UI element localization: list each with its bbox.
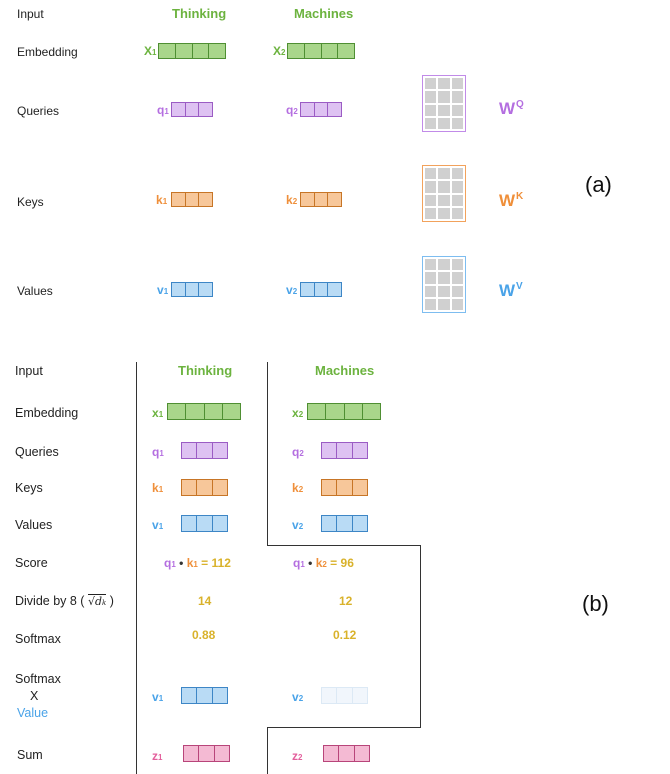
divide-1-value: 14 bbox=[198, 594, 212, 608]
b-x2-vector bbox=[307, 403, 381, 420]
divider-middle-top bbox=[267, 362, 268, 545]
divider-top-horizontal bbox=[267, 545, 421, 546]
q2-vector bbox=[300, 102, 342, 117]
panel-a-label: (a) bbox=[585, 172, 612, 197]
word-thinking: Thinking bbox=[172, 6, 227, 21]
row-label-input: Input bbox=[17, 7, 44, 21]
x1-vector bbox=[158, 43, 226, 59]
b-row-label-x: X bbox=[30, 689, 39, 703]
b-row-label-sum: Sum bbox=[17, 748, 43, 762]
row-label-keys: Keys bbox=[17, 195, 44, 209]
b-row-label-values: Values bbox=[15, 518, 53, 532]
b-q1-vector bbox=[181, 442, 228, 459]
wv-label: WV bbox=[499, 281, 523, 300]
b-weighted-v2-vector bbox=[321, 687, 368, 704]
k1-symbol: k1 bbox=[156, 193, 168, 207]
b-q1-symbol: q1 bbox=[152, 445, 164, 459]
wq-label: WQ bbox=[499, 99, 524, 118]
b-x1-symbol: x1 bbox=[152, 406, 164, 420]
b-weighted-v1-symbol: v1 bbox=[152, 690, 164, 704]
wk-label: WK bbox=[499, 191, 524, 210]
divide-2-value: 12 bbox=[339, 594, 353, 608]
b-k1-symbol: k1 bbox=[152, 481, 164, 495]
b-k2-symbol: k2 bbox=[292, 481, 304, 495]
wv-matrix bbox=[422, 256, 466, 313]
b-v1-symbol: v1 bbox=[152, 518, 164, 532]
z2-symbol: z2 bbox=[292, 749, 303, 763]
x2-symbol: X2 bbox=[273, 44, 286, 58]
divider-right bbox=[420, 545, 421, 728]
b-weighted-v2-symbol: v2 bbox=[292, 690, 304, 704]
q1-vector bbox=[171, 102, 213, 117]
x1-symbol: X1 bbox=[144, 44, 157, 58]
b-k1-vector bbox=[181, 479, 228, 496]
wk-matrix bbox=[422, 165, 466, 222]
x2-vector bbox=[287, 43, 355, 59]
divider-middle-bottom bbox=[267, 727, 268, 774]
b-v2-vector bbox=[321, 515, 368, 532]
b-row-label-softmax: Softmax bbox=[15, 632, 61, 646]
b-q2-vector bbox=[321, 442, 368, 459]
wq-matrix bbox=[422, 75, 466, 132]
b-word-thinking: Thinking bbox=[178, 363, 233, 378]
v1-vector bbox=[171, 282, 213, 297]
score-2-value: 96 bbox=[340, 556, 354, 570]
b-row-label-score: Score bbox=[15, 556, 48, 570]
b-row-label-divide: Divide by 8 ( √dk ) bbox=[15, 594, 114, 608]
b-word-machines: Machines bbox=[315, 363, 375, 378]
word-machines: Machines bbox=[294, 6, 354, 21]
k1-vector bbox=[171, 192, 213, 207]
b-v2-symbol: v2 bbox=[292, 518, 304, 532]
row-label-embedding: Embedding bbox=[17, 45, 78, 59]
panel-b-label: (b) bbox=[582, 591, 609, 616]
softmax-2-value: 0.12 bbox=[333, 628, 357, 642]
score-1-value: 112 bbox=[211, 556, 231, 570]
z2-vector bbox=[323, 745, 370, 762]
divider-left bbox=[136, 362, 137, 774]
divider-bottom-horizontal bbox=[267, 727, 421, 728]
b-x2-symbol: x2 bbox=[292, 406, 304, 420]
v1-symbol: v1 bbox=[157, 283, 169, 297]
z1-vector bbox=[183, 745, 230, 762]
b-row-label-embedding: Embedding bbox=[15, 406, 79, 420]
sqrt-dk: √dk bbox=[87, 594, 107, 608]
b-row-label-softmax-x: Softmax bbox=[15, 672, 61, 686]
b-row-label-value: Value bbox=[17, 706, 49, 720]
z1-symbol: z1 bbox=[152, 749, 163, 763]
score-1-expression: q1 • k1 = 112 bbox=[164, 556, 231, 570]
b-row-label-input: Input bbox=[15, 364, 43, 378]
b-row-label-queries: Queries bbox=[15, 445, 59, 459]
q1-symbol: q1 bbox=[157, 103, 169, 117]
q2-symbol: q2 bbox=[286, 103, 298, 117]
k2-symbol: k2 bbox=[286, 193, 298, 207]
v2-symbol: v2 bbox=[286, 283, 298, 297]
b-weighted-v1-vector bbox=[181, 687, 228, 704]
b-v1-vector bbox=[181, 515, 228, 532]
v2-vector bbox=[300, 282, 342, 297]
softmax-1-value: 0.88 bbox=[192, 628, 216, 642]
b-q2-symbol: q2 bbox=[292, 445, 304, 459]
row-label-values: Values bbox=[17, 284, 53, 298]
b-k2-vector bbox=[321, 479, 368, 496]
row-label-queries: Queries bbox=[17, 104, 60, 118]
k2-vector bbox=[300, 192, 342, 207]
b-x1-vector bbox=[167, 403, 241, 420]
score-2-expression: q1 • k2 = 96 bbox=[293, 556, 354, 570]
b-row-label-keys: Keys bbox=[15, 481, 43, 495]
